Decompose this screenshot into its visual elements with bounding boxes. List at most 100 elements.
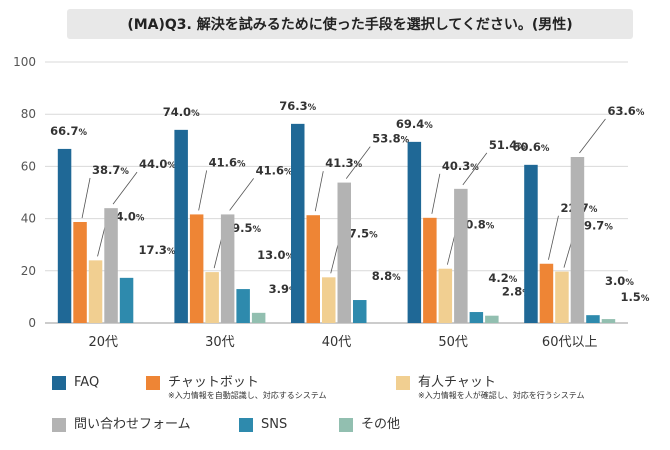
y-tick-label: 40 (21, 212, 36, 226)
data-label-unit: % (589, 205, 598, 215)
data-label-leader (431, 173, 441, 214)
data-label-unit: % (636, 108, 645, 118)
bar (539, 263, 554, 323)
legend-swatch-faq (52, 376, 66, 390)
legend-label-sns: SNS (261, 417, 288, 432)
bar (337, 182, 351, 323)
legend-label-faq: FAQ (74, 375, 100, 390)
y-tick-label: 80 (21, 107, 36, 121)
bar (438, 268, 453, 323)
data-label-unit: % (354, 160, 363, 170)
data-label-unit: % (401, 136, 410, 146)
data-label-leader (198, 170, 208, 211)
bar (189, 214, 204, 323)
legend-swatch-chatbot (146, 376, 160, 390)
data-label-leader (81, 177, 91, 219)
data-label: 44.0% (139, 157, 176, 171)
bar (353, 300, 367, 323)
data-label: 41.3% (325, 156, 362, 170)
data-label-value: 44.0 (139, 157, 167, 171)
bar (174, 129, 188, 323)
data-label-unit: % (167, 161, 176, 171)
data-label-value: 60.6 (512, 140, 540, 154)
data-label-value: 53.8 (372, 132, 400, 146)
data-label-leader (112, 171, 138, 205)
data-label-unit: % (167, 247, 176, 257)
data-label: 41.6% (256, 163, 293, 177)
bar (586, 315, 600, 323)
data-label: 74.0% (163, 105, 200, 119)
bar (291, 123, 305, 324)
data-label-unit: % (641, 294, 650, 304)
data-label: 69.4% (396, 117, 433, 131)
data-label-leader (462, 152, 488, 186)
bar (524, 164, 538, 323)
data-label-value: 40.3 (442, 159, 470, 173)
data-label-value: 13.0 (257, 248, 285, 262)
bar (485, 315, 499, 323)
bar (555, 271, 569, 323)
data-label: 8.8% (372, 269, 401, 283)
data-label-value: 1.5 (620, 290, 640, 304)
data-label: 53.8% (372, 132, 409, 146)
data-label: 3.0% (605, 274, 634, 288)
data-label-unit: % (470, 163, 479, 173)
bar (306, 215, 320, 323)
legend-label-other: その他 (361, 417, 401, 432)
data-label: 41.6% (209, 155, 246, 169)
legend-note-chatbot: ※入力情報を自動認識し、対応するシステム (168, 391, 327, 400)
data-label-value: 74.0 (163, 105, 191, 119)
legend-swatch-other (339, 418, 353, 432)
bar (73, 221, 87, 323)
data-label-leader (213, 236, 223, 269)
bar (251, 312, 266, 323)
x-tick-label: 50代 (438, 335, 468, 350)
bar (407, 141, 422, 323)
x-tick-label: 30代 (205, 335, 235, 350)
data-label: 17.3% (139, 243, 176, 257)
legend-label-chatbot: チャットボット (168, 375, 259, 390)
chart-title: (MA)Q3. 解決を試みるために使った手段を選択してください。(男性) (67, 9, 633, 39)
bar (104, 208, 118, 323)
bar (205, 272, 219, 323)
legend-item-chatbot: チャットボット ※入力情報を自動認識し、対応するシステム (146, 374, 326, 401)
bar (236, 289, 250, 323)
data-label-leader (229, 178, 254, 211)
data-label: 13.0% (257, 248, 294, 262)
data-label-unit: % (286, 252, 295, 262)
data-label-leader (548, 215, 559, 260)
data-label-value: 76.3 (279, 99, 307, 113)
bar (88, 260, 103, 323)
data-label-unit: % (120, 167, 129, 177)
bar (322, 277, 336, 323)
data-label-value: 8.8 (372, 269, 392, 283)
data-label-leader (345, 146, 371, 179)
x-tick-label: 20代 (89, 335, 119, 350)
legend-note-human-chat: ※入力情報を人が確認し、対応を行うシステム (418, 391, 585, 400)
data-label-leader (314, 171, 324, 212)
legend-swatch-inquiry-form (52, 418, 66, 432)
data-label-unit: % (253, 225, 262, 235)
data-label-value: 3.0 (605, 274, 625, 288)
legend-label-inquiry-form: 問い合わせフォーム (74, 417, 191, 432)
data-label-value: 3.9 (269, 282, 289, 296)
x-tick-label: 60代以上 (542, 335, 598, 350)
legend-item-faq: FAQ (52, 374, 99, 392)
data-label-value: 38.7 (92, 163, 120, 177)
bar (469, 312, 484, 323)
data-label-value: 63.6 (607, 104, 635, 118)
legend-item-other: その他 (339, 416, 400, 434)
bar (57, 148, 72, 323)
data-label-leader (446, 232, 456, 265)
data-label-unit: % (237, 159, 246, 169)
bar (119, 277, 134, 323)
data-label-unit: % (486, 222, 495, 232)
y-tick-label: 0 (28, 316, 36, 330)
data-label: 66.7% (50, 124, 87, 138)
data-label-leader (330, 241, 340, 274)
data-label-unit: % (604, 223, 613, 233)
data-label-value: 41.3 (325, 156, 353, 170)
data-label-unit: % (136, 213, 145, 223)
